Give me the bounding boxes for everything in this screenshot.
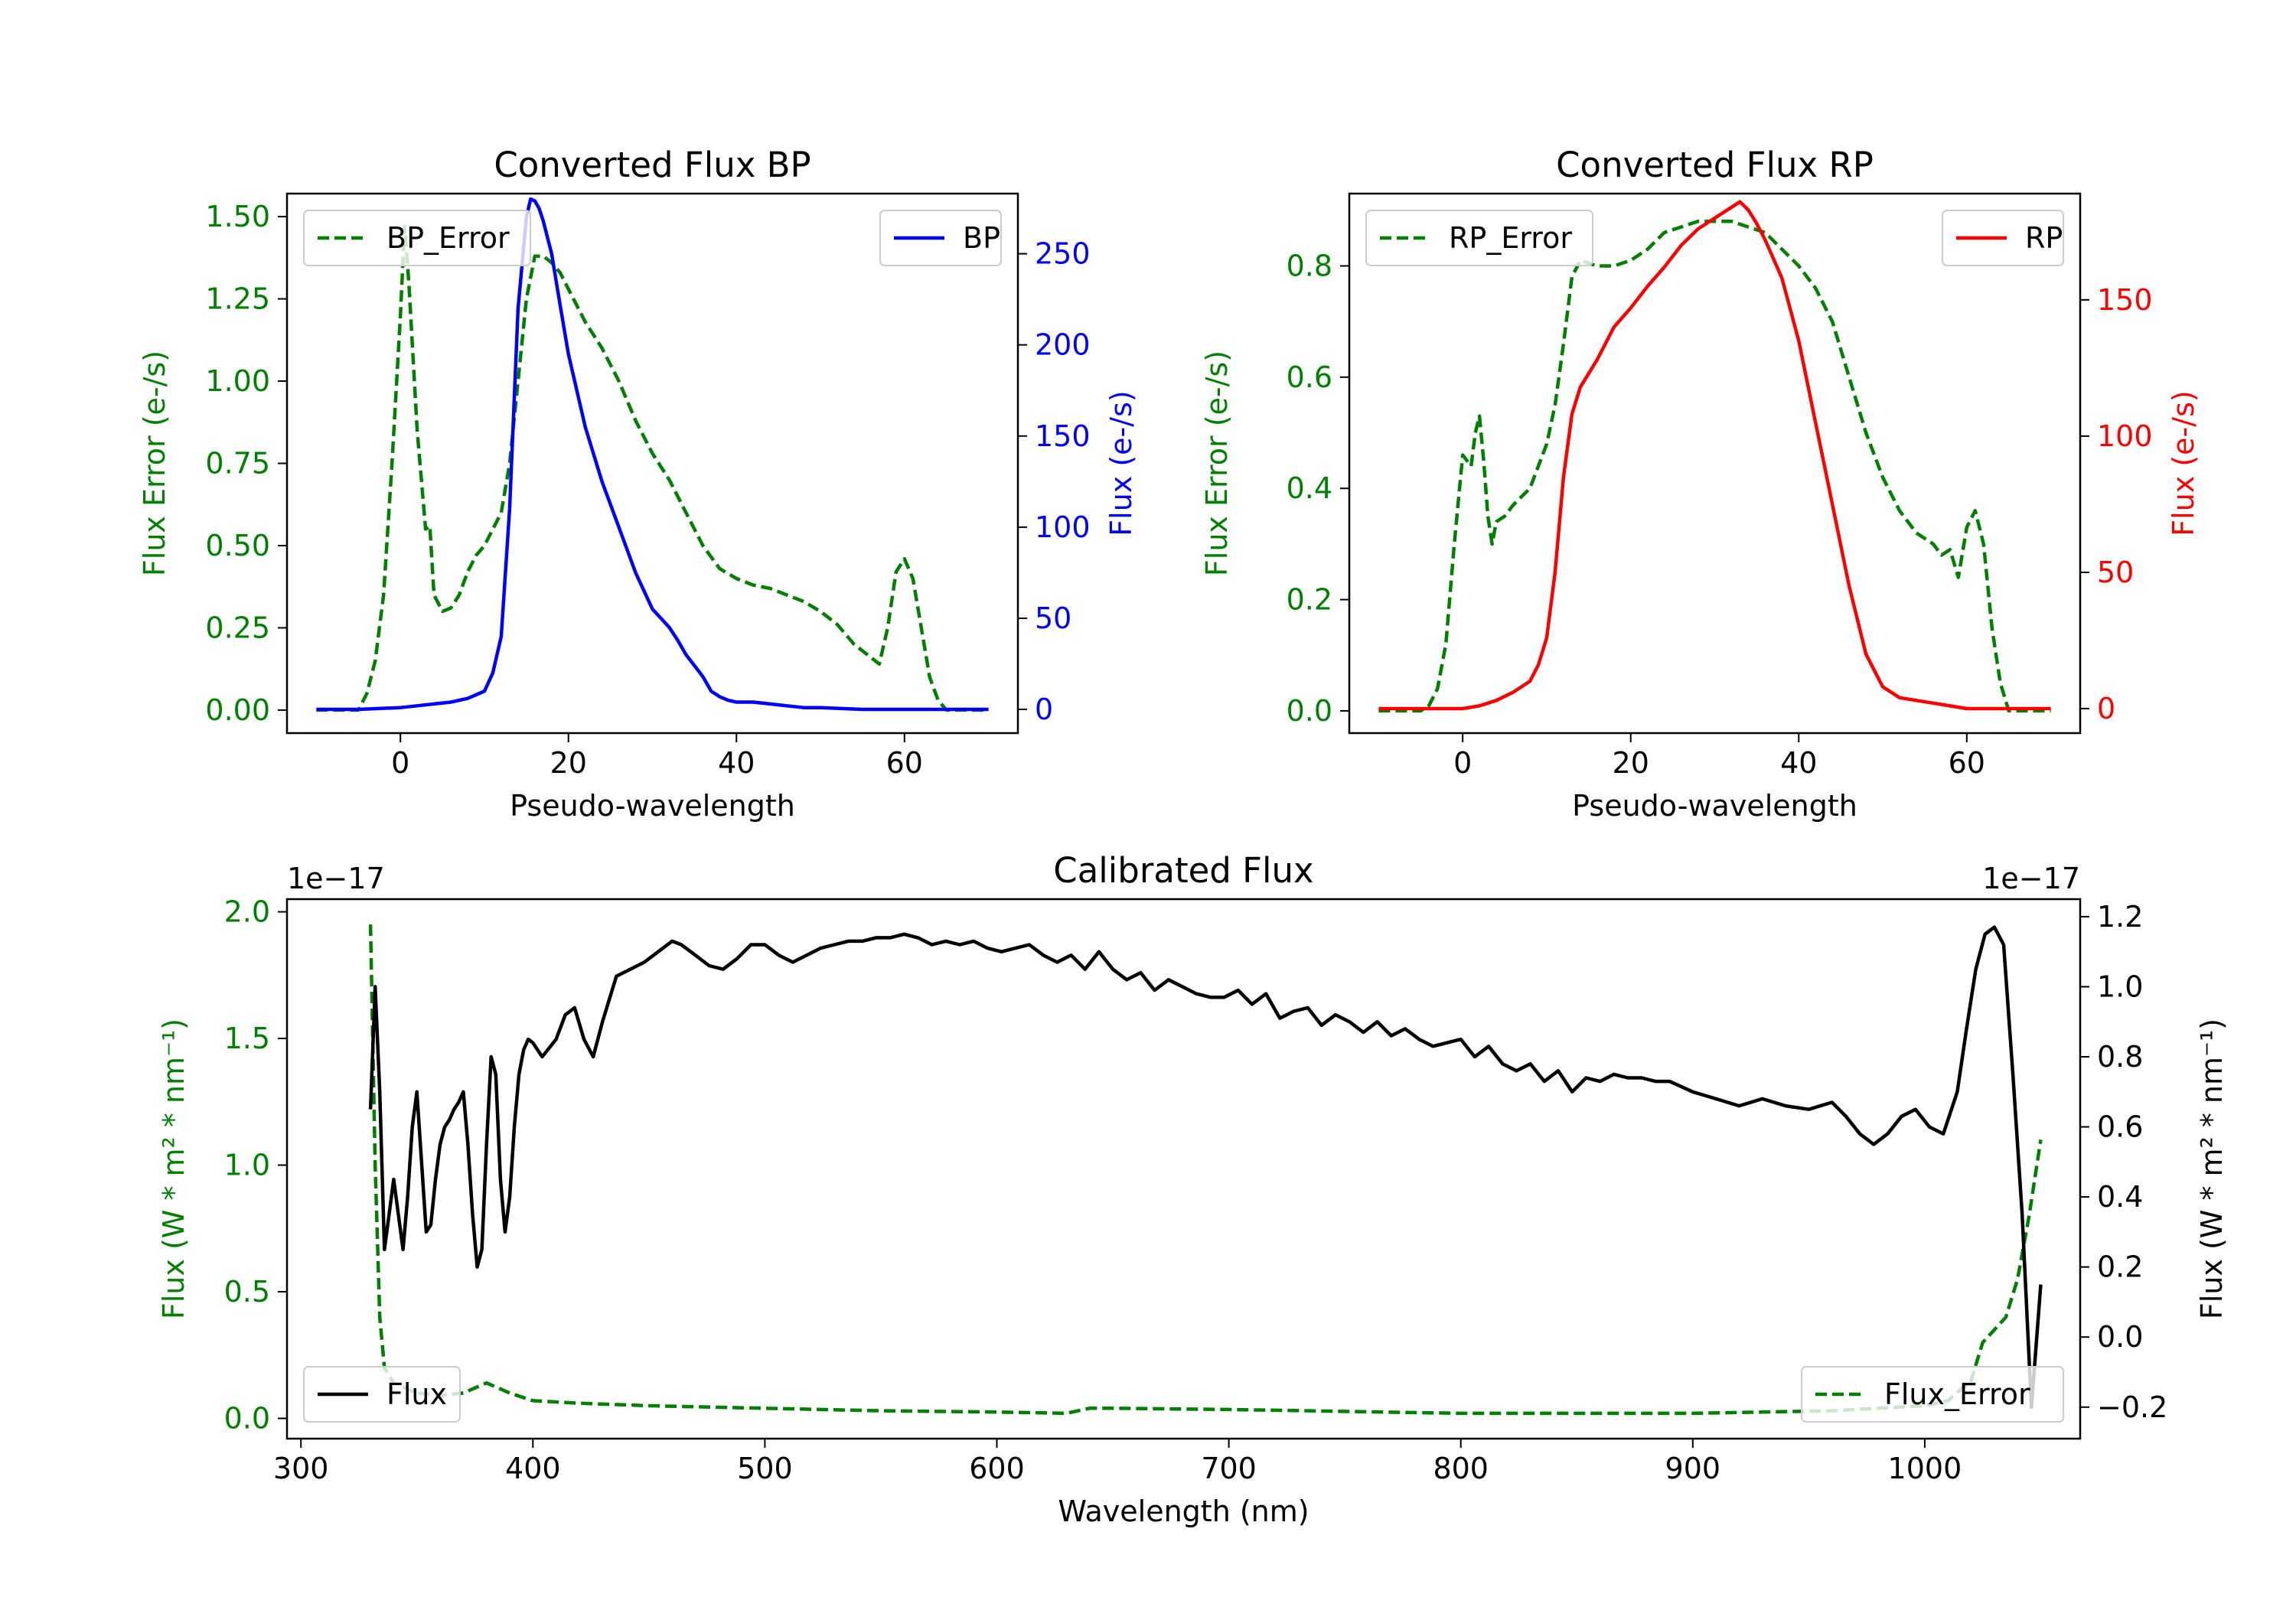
legend-label: Flux: [386, 1377, 447, 1411]
calibrated-ytick-left-label: 1.5: [224, 1022, 270, 1055]
calibrated-offset-left: 1e−17: [287, 862, 385, 895]
legend-label: RP: [2025, 221, 2063, 255]
bp-ytick-left-label: 1.00: [205, 364, 270, 398]
bp-panel: 0 20 40 60 0.00 0.25 0.50 0.75 1.00 1.25 1.50 0 50 10…: [138, 145, 1138, 823]
calibrated-ytick-left-label: 2.0: [224, 895, 270, 929]
rp-ytick-left-label: 0.4: [1287, 471, 1332, 505]
bp-xtick-label: 40: [718, 746, 755, 780]
bp-xlabel: Pseudo-wavelength: [510, 789, 795, 823]
legend-box: [1801, 1366, 2064, 1423]
rp-ylabel-right: Flux (e-/s): [2167, 390, 2200, 536]
rp-ytick-left-label: 0.8: [1287, 249, 1332, 282]
bp-ytick-right-label: 100: [1035, 510, 1091, 544]
calibrated-legend-flux: Flux: [303, 1366, 461, 1423]
rp-ytick-left-label: 0.0: [1287, 694, 1332, 728]
bp-ytick-left-label: 0.00: [205, 693, 270, 727]
rp-xtick-label: 60: [1949, 746, 1985, 780]
rp-ytick-right-label: 0: [2097, 692, 2115, 725]
bp-ytick-right-label: 200: [1035, 328, 1091, 362]
calibrated-ytick-right-label: 0.6: [2097, 1110, 2143, 1144]
rp-panel: 0 20 40 60 0.0 0.2 0.4 0.6 0.8 0 50 100 150 Converted…: [1200, 145, 2200, 823]
bp-title: Converted Flux BP: [494, 145, 810, 185]
bp-series-bp-error: [316, 224, 989, 712]
calibrated-legend-flux-error: Flux_Error: [1801, 1366, 2064, 1423]
bp-series-bp: [316, 197, 989, 712]
legend-box: [303, 210, 531, 266]
calibrated-ytick-right-label: −0.2: [2097, 1390, 2167, 1424]
bp-ytick-right-label: 0: [1035, 693, 1053, 726]
bp-xtick-label: 0: [391, 746, 409, 780]
rp-ytick-left-label: 0.2: [1287, 583, 1332, 617]
bp-ytick-left-label: 1.25: [205, 282, 270, 316]
bp-ytick-left-label: 0.50: [205, 529, 270, 562]
calibrated-ytick-right-label: 0.4: [2097, 1180, 2143, 1214]
calibrated-ytick-right-label: 0.8: [2097, 1040, 2143, 1074]
calibrated-ytick-right-label: 1.2: [2097, 900, 2143, 934]
bp-ytick-right-label: 150: [1035, 419, 1091, 453]
rp-ytick-left-label: 0.6: [1287, 360, 1332, 394]
legend-label: Flux_Error: [1884, 1377, 2030, 1411]
rp-legend-rp: RP: [1942, 210, 2064, 266]
calibrated-xtick-label: 600: [969, 1452, 1025, 1485]
calibrated-series-flux: [368, 925, 2043, 1410]
calibrated-ytick-left-label: 0.5: [224, 1275, 270, 1309]
bp-ytick-left-label: 0.25: [205, 611, 270, 644]
calibrated-title: Calibrated Flux: [1053, 850, 1313, 891]
bp-xtick-label: 20: [550, 746, 587, 780]
bp-ytick-right-label: 50: [1035, 601, 1071, 635]
rp-axes-frame: [1348, 192, 2082, 735]
bp-ylabel-left: Flux Error (e-/s): [138, 350, 171, 576]
legend-label: RP_Error: [1449, 221, 1572, 255]
calibrated-ytick-right-label: 0.2: [2097, 1250, 2143, 1284]
calibrated-xtick-label: 500: [737, 1452, 793, 1485]
calibrated-xtick-label: 400: [505, 1452, 561, 1485]
rp-ytick-right-label: 100: [2097, 419, 2153, 453]
rp-legend-rp-error: RP_Error: [1365, 210, 1593, 266]
rp-ytick-right-label: 150: [2097, 283, 2153, 317]
bp-xtick-label: 60: [886, 746, 923, 780]
calibrated-xtick-label: 800: [1433, 1452, 1489, 1485]
rp-xlabel: Pseudo-wavelength: [1572, 789, 1857, 823]
rp-ylabel-left: Flux Error (e-/s): [1200, 350, 1234, 576]
calibrated-xtick-label: 300: [273, 1452, 329, 1485]
calibrated-ytick-right-label: 0.0: [2097, 1320, 2143, 1354]
legend-box: [303, 1366, 461, 1423]
rp-series-rp: [1378, 200, 2051, 711]
calibrated-ytick-left-label: 0.0: [224, 1402, 270, 1436]
calibrated-xtick-label: 700: [1201, 1452, 1257, 1485]
calibrated-ytick-right-label: 1.0: [2097, 970, 2143, 1003]
bp-ytick-right-label: 250: [1035, 237, 1091, 271]
bp-legend-bp-error: BP_Error: [303, 210, 531, 266]
legend-box: [1365, 210, 1593, 266]
calibrated-xtick-label: 900: [1665, 1452, 1721, 1485]
calibrated-xtick-label: 1000: [1888, 1452, 1962, 1485]
rp-title: Converted Flux RP: [1556, 145, 1874, 185]
bp-ylabel-right: Flux (e-/s): [1104, 390, 1138, 536]
calibrated-ytick-left-label: 1.0: [224, 1149, 270, 1182]
legend-label: BP: [963, 221, 1000, 255]
calibrated-axes-frame: [285, 898, 2082, 1440]
calibrated-xlabel: Wavelength (nm): [1058, 1495, 1309, 1528]
bp-ytick-left-label: 0.75: [205, 447, 270, 481]
legend-label: BP_Error: [386, 221, 510, 255]
calibrated-ylabel-left: Flux (W * m² * nm⁻¹): [157, 1019, 191, 1319]
calibrated-ylabel-right: Flux (W * m² * nm⁻¹): [2195, 1019, 2229, 1319]
bp-legend-bp: BP: [879, 210, 1002, 266]
calibrated-panel: 300 400 500 600 700 800 900 1000 0.0 0.5 1.0 1.5 2.0…: [157, 850, 2229, 1528]
calibrated-offset-right: 1e−17: [1982, 862, 2080, 895]
bp-ytick-left-label: 1.50: [205, 200, 270, 233]
rp-xtick-label: 0: [1453, 746, 1472, 780]
rp-ytick-right-label: 50: [2097, 556, 2134, 589]
rp-xtick-label: 40: [1780, 746, 1817, 780]
rp-series-rp-error: [1378, 220, 2051, 713]
rp-xtick-label: 20: [1613, 746, 1649, 780]
